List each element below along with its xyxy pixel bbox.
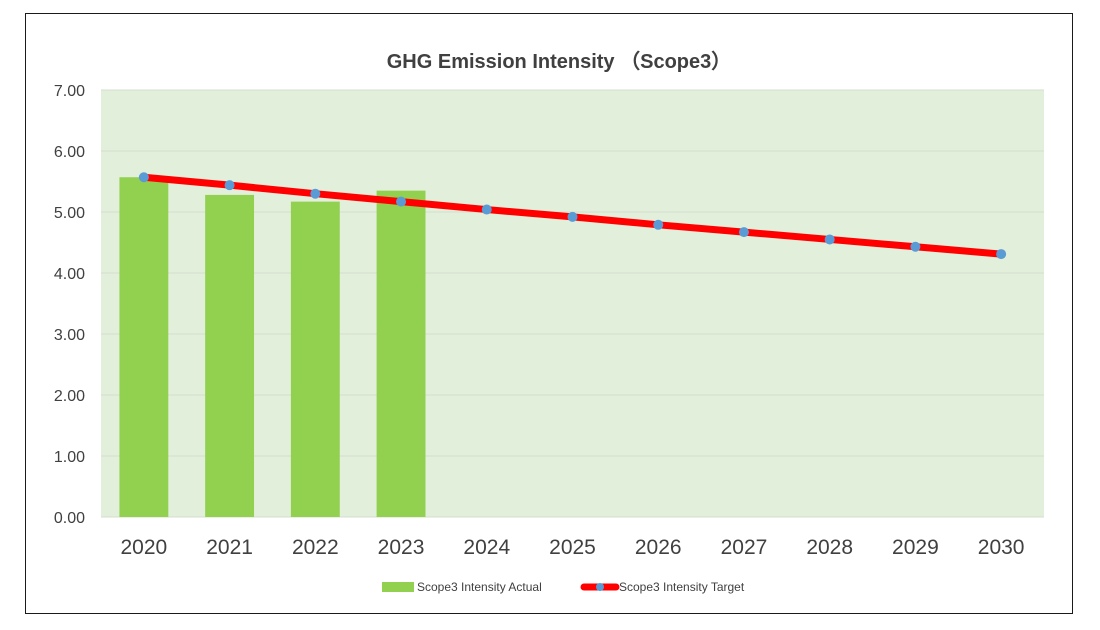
legend-marker-target (596, 583, 604, 591)
legend-label-actual: Scope3 Intensity Actual (417, 580, 542, 594)
plot-area (101, 90, 1044, 517)
target-point-2028 (824, 234, 835, 245)
y-tick-label: 1.00 (54, 449, 85, 466)
y-tick-label: 6.00 (54, 144, 85, 161)
x-tick-label: 2021 (206, 536, 253, 559)
x-tick-label: 2027 (721, 536, 768, 559)
target-point-2029 (910, 241, 921, 252)
x-tick-label: 2030 (978, 536, 1025, 559)
target-point-2025 (567, 211, 578, 222)
y-tick-label: 7.00 (54, 83, 85, 100)
target-point-2022 (310, 188, 321, 199)
x-tick-label: 2028 (806, 536, 853, 559)
bar-2021 (205, 194, 255, 518)
x-tick-label: 2025 (549, 536, 596, 559)
target-point-2023 (396, 196, 407, 207)
x-tick-label: 2022 (292, 536, 339, 559)
target-point-2024 (481, 204, 492, 215)
x-tick-label: 2024 (463, 536, 510, 559)
legend-swatch-actual (382, 582, 414, 592)
bar-2020 (119, 177, 169, 518)
y-tick-label: 2.00 (54, 388, 85, 405)
y-tick-label: 4.00 (54, 266, 85, 283)
x-tick-label: 2023 (378, 536, 425, 559)
chart-canvas: GHG Emission Intensity （Scope3） 0.00 1.00… (54, 50, 1044, 594)
x-tick-label: 2029 (892, 536, 939, 559)
target-point-2030 (996, 249, 1007, 260)
target-point-2027 (738, 227, 749, 238)
target-point-2026 (653, 219, 664, 230)
y-tick-label: 3.00 (54, 327, 85, 344)
legend-label-target: Scope3 Intensity Target (619, 580, 745, 594)
chart-frame: GHG Emission Intensity （Scope3） 0.00 1.00… (25, 13, 1073, 614)
target-point-2020 (138, 172, 149, 183)
legend: Scope3 Intensity Actual Scope3 Intensity … (382, 580, 745, 594)
chart-title: GHG Emission Intensity （Scope3） (387, 50, 732, 73)
x-tick-label: 2026 (635, 536, 682, 559)
bar-2023 (376, 190, 426, 517)
x-tick-label: 2020 (121, 536, 168, 559)
bar-2022 (290, 201, 340, 517)
y-tick-label: 5.00 (54, 205, 85, 222)
y-tick-label: 0.00 (54, 510, 85, 527)
target-point-2021 (224, 180, 235, 191)
